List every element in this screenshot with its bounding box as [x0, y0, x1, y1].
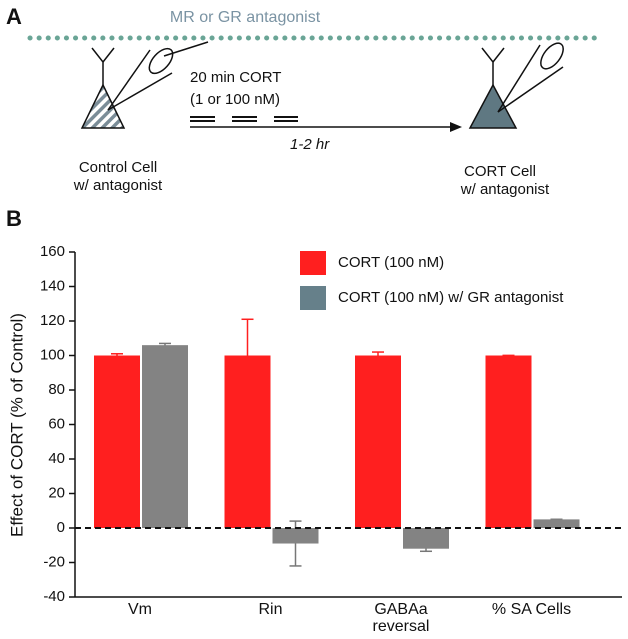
y-tick-label: 120	[40, 312, 65, 329]
treatment-text: 20 min CORT	[190, 69, 281, 86]
cell-label: CORT Cell	[464, 163, 536, 180]
panel-label: B	[6, 206, 22, 231]
legend-swatch	[300, 286, 326, 310]
legend-label: CORT (100 nM)	[338, 254, 444, 271]
bar	[355, 355, 401, 528]
cell-label: w/ antagonist	[460, 181, 550, 198]
cell-label: w/ antagonist	[73, 177, 163, 194]
bar	[94, 355, 140, 528]
y-tick-label: 40	[48, 450, 65, 467]
cort-neuron	[468, 42, 564, 129]
bar	[533, 519, 580, 528]
x-tick-label: GABAa reversal	[372, 601, 430, 635]
y-tick-label: 80	[48, 381, 65, 398]
x-tick-label: Rin	[258, 601, 283, 618]
bar	[224, 355, 271, 528]
y-tick-label: 140	[40, 277, 65, 294]
y-tick-label: -40	[43, 588, 65, 605]
legend-swatch	[300, 251, 326, 275]
cort-pulse	[190, 116, 298, 122]
duration-text: 1-2 hr	[290, 136, 330, 153]
panel-label: A	[6, 4, 22, 29]
y-tick-label: -20	[43, 553, 65, 570]
legend-label: CORT (100 nM) w/ GR antagonist	[338, 289, 564, 306]
y-tick-label: 20	[48, 484, 65, 501]
bar	[485, 355, 532, 528]
y-tick-label: 0	[57, 519, 65, 536]
treatment-text: (1 or 100 nM)	[190, 91, 280, 108]
bar	[142, 345, 188, 528]
x-tick-label: Vm	[128, 601, 152, 618]
bar	[272, 528, 319, 544]
y-tick-label: 100	[40, 346, 65, 363]
antagonist-label: MR or GR antagonist	[170, 9, 321, 26]
control-neuron	[80, 41, 209, 129]
bar	[403, 528, 449, 549]
y-axis-label: Effect of CORT (% of Control)	[7, 313, 26, 537]
y-tick-label: 60	[48, 415, 65, 432]
cell-label: Control Cell	[79, 159, 157, 176]
x-tick-label: % SA Cells	[491, 601, 572, 618]
arrow-head	[450, 122, 462, 132]
y-tick-label: 160	[40, 243, 65, 260]
